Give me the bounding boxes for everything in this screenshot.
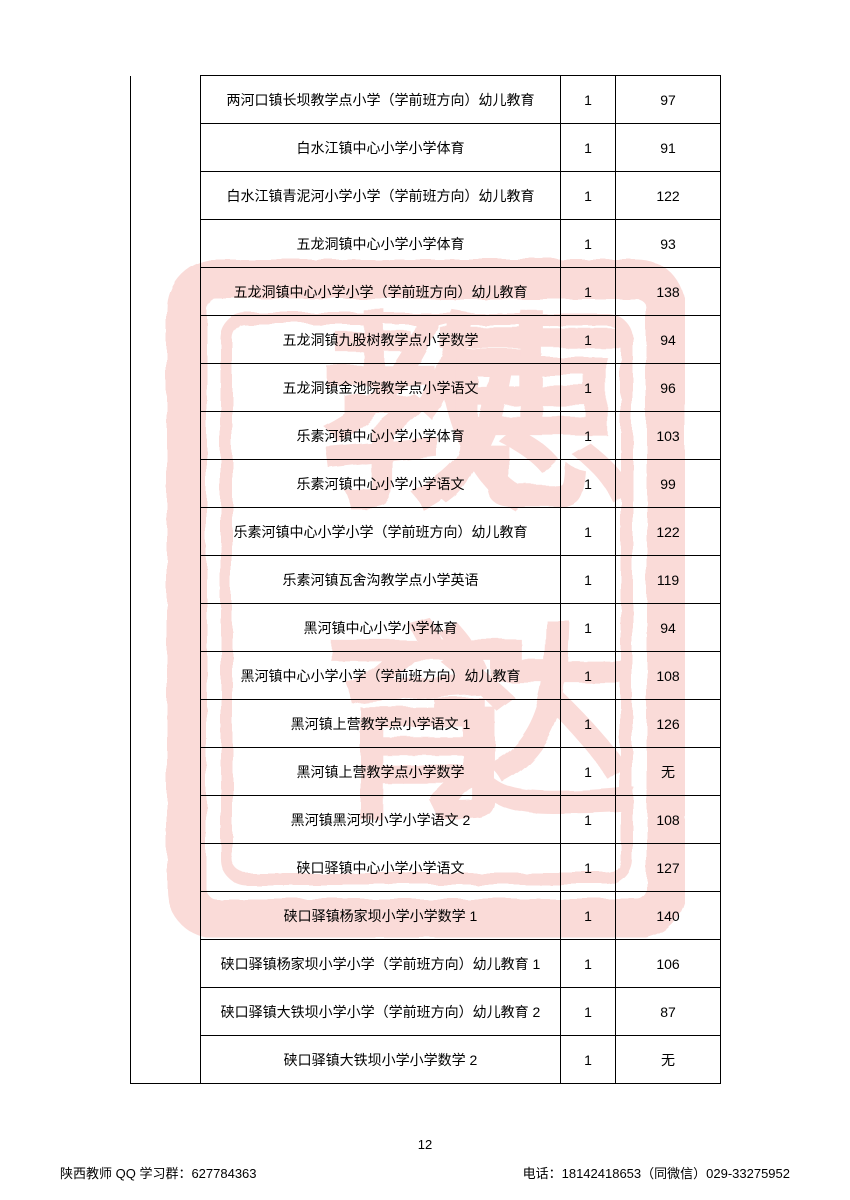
count-cell: 1 (561, 460, 616, 508)
position-cell: 乐素河镇中心小学小学语文 (201, 460, 561, 508)
score-cell: 96 (616, 364, 721, 412)
table-row: 五龙洞镇中心小学小学（学前班方向）幼儿教育1138 (131, 268, 721, 316)
score-cell: 99 (616, 460, 721, 508)
position-cell: 硖口驿镇杨家坝小学小学（学前班方向）幼儿教育 1 (201, 940, 561, 988)
count-cell: 1 (561, 844, 616, 892)
count-cell: 1 (561, 748, 616, 796)
count-cell: 1 (561, 124, 616, 172)
positions-table: 两河口镇长坝教学点小学（学前班方向）幼儿教育197白水江镇中心小学小学体育191… (130, 75, 721, 1084)
table-row: 五龙洞镇金池院教学点小学语文196 (131, 364, 721, 412)
score-cell: 138 (616, 268, 721, 316)
score-cell: 106 (616, 940, 721, 988)
score-cell: 103 (616, 412, 721, 460)
score-cell: 119 (616, 556, 721, 604)
score-cell: 140 (616, 892, 721, 940)
count-cell: 1 (561, 268, 616, 316)
table-row: 硖口驿镇杨家坝小学小学（学前班方向）幼儿教育 11106 (131, 940, 721, 988)
count-cell: 1 (561, 76, 616, 124)
table-row: 黑河镇上营教学点小学数学1无 (131, 748, 721, 796)
position-cell: 五龙洞镇中心小学小学（学前班方向）幼儿教育 (201, 268, 561, 316)
count-cell: 1 (561, 220, 616, 268)
table-row: 硖口驿镇大铁坝小学小学数学 21无 (131, 1036, 721, 1084)
score-cell: 108 (616, 652, 721, 700)
score-cell: 97 (616, 76, 721, 124)
count-cell: 1 (561, 796, 616, 844)
position-cell: 黑河镇上营教学点小学数学 (201, 748, 561, 796)
score-cell: 122 (616, 172, 721, 220)
count-cell: 1 (561, 316, 616, 364)
position-cell: 五龙洞镇金池院教学点小学语文 (201, 364, 561, 412)
count-cell: 1 (561, 412, 616, 460)
count-cell: 1 (561, 940, 616, 988)
position-cell: 硖口驿镇杨家坝小学小学数学 1 (201, 892, 561, 940)
count-cell: 1 (561, 892, 616, 940)
score-cell: 无 (616, 748, 721, 796)
table-row: 两河口镇长坝教学点小学（学前班方向）幼儿教育197 (131, 76, 721, 124)
position-cell: 黑河镇中心小学小学体育 (201, 604, 561, 652)
count-cell: 1 (561, 1036, 616, 1084)
footer-right: 电话：18142418653（同微信）029-33275952 (523, 1163, 790, 1182)
count-cell: 1 (561, 604, 616, 652)
score-cell: 126 (616, 700, 721, 748)
page-content: 两河口镇长坝教学点小学（学前班方向）幼儿教育197白水江镇中心小学小学体育191… (0, 0, 850, 1084)
position-cell: 乐素河镇中心小学小学体育 (201, 412, 561, 460)
position-cell: 白水江镇青泥河小学小学（学前班方向）幼儿教育 (201, 172, 561, 220)
position-cell: 黑河镇黑河坝小学小学语文 2 (201, 796, 561, 844)
position-cell: 硖口驿镇中心小学小学语文 (201, 844, 561, 892)
position-cell: 乐素河镇瓦舍沟教学点小学英语 (201, 556, 561, 604)
score-cell: 无 (616, 1036, 721, 1084)
score-cell: 91 (616, 124, 721, 172)
count-cell: 1 (561, 364, 616, 412)
position-cell: 硖口驿镇大铁坝小学小学数学 2 (201, 1036, 561, 1084)
group-cell (131, 76, 201, 1084)
table-row: 硖口驿镇大铁坝小学小学（学前班方向）幼儿教育 2187 (131, 988, 721, 1036)
table-row: 黑河镇中心小学小学体育194 (131, 604, 721, 652)
count-cell: 1 (561, 508, 616, 556)
position-cell: 五龙洞镇中心小学小学体育 (201, 220, 561, 268)
table-row: 硖口驿镇中心小学小学语文1127 (131, 844, 721, 892)
position-cell: 硖口驿镇大铁坝小学小学（学前班方向）幼儿教育 2 (201, 988, 561, 1036)
score-cell: 94 (616, 316, 721, 364)
position-cell: 白水江镇中心小学小学体育 (201, 124, 561, 172)
score-cell: 87 (616, 988, 721, 1036)
table-row: 乐素河镇中心小学小学语文199 (131, 460, 721, 508)
score-cell: 94 (616, 604, 721, 652)
table-row: 黑河镇上营教学点小学语文 11126 (131, 700, 721, 748)
position-cell: 五龙洞镇九股树教学点小学数学 (201, 316, 561, 364)
table-row: 五龙洞镇中心小学小学体育193 (131, 220, 721, 268)
table-row: 五龙洞镇九股树教学点小学数学194 (131, 316, 721, 364)
score-cell: 108 (616, 796, 721, 844)
page-footer: 陕西教师 QQ 学习群：627784363 电话：18142418653（同微信… (0, 1163, 850, 1182)
table-row: 白水江镇青泥河小学小学（学前班方向）幼儿教育1122 (131, 172, 721, 220)
count-cell: 1 (561, 652, 616, 700)
position-cell: 黑河镇中心小学小学（学前班方向）幼儿教育 (201, 652, 561, 700)
table-row: 黑河镇中心小学小学（学前班方向）幼儿教育1108 (131, 652, 721, 700)
table-row: 白水江镇中心小学小学体育191 (131, 124, 721, 172)
page-number: 12 (0, 1137, 850, 1152)
position-cell: 两河口镇长坝教学点小学（学前班方向）幼儿教育 (201, 76, 561, 124)
table-row: 黑河镇黑河坝小学小学语文 21108 (131, 796, 721, 844)
count-cell: 1 (561, 988, 616, 1036)
count-cell: 1 (561, 556, 616, 604)
count-cell: 1 (561, 700, 616, 748)
footer-left: 陕西教师 QQ 学习群：627784363 (60, 1163, 257, 1182)
score-cell: 122 (616, 508, 721, 556)
table-row: 乐素河镇瓦舍沟教学点小学英语1119 (131, 556, 721, 604)
table-row: 乐素河镇中心小学小学（学前班方向）幼儿教育1122 (131, 508, 721, 556)
position-cell: 乐素河镇中心小学小学（学前班方向）幼儿教育 (201, 508, 561, 556)
count-cell: 1 (561, 172, 616, 220)
score-cell: 93 (616, 220, 721, 268)
table-row: 硖口驿镇杨家坝小学小学数学 11140 (131, 892, 721, 940)
score-cell: 127 (616, 844, 721, 892)
position-cell: 黑河镇上营教学点小学语文 1 (201, 700, 561, 748)
table-row: 乐素河镇中心小学小学体育1103 (131, 412, 721, 460)
